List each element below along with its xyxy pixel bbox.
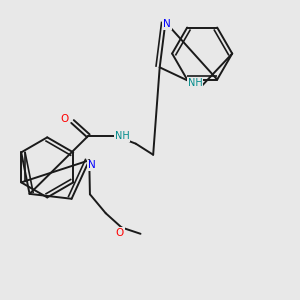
Text: NH: NH [115, 131, 130, 141]
Text: O: O [116, 228, 124, 238]
Text: NH: NH [188, 78, 203, 88]
Text: N: N [163, 19, 171, 29]
Text: O: O [61, 114, 69, 124]
Text: N: N [88, 160, 96, 170]
